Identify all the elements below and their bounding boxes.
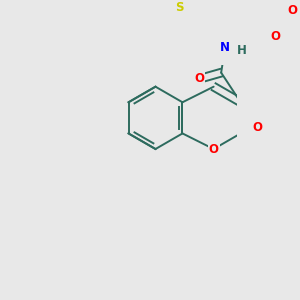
- Text: S: S: [176, 1, 184, 14]
- Text: O: O: [271, 29, 281, 43]
- Text: N: N: [220, 41, 230, 54]
- Text: O: O: [288, 4, 298, 17]
- Text: O: O: [208, 142, 219, 155]
- Text: H: H: [237, 44, 247, 57]
- Text: O: O: [194, 72, 204, 86]
- Text: O: O: [253, 121, 263, 134]
